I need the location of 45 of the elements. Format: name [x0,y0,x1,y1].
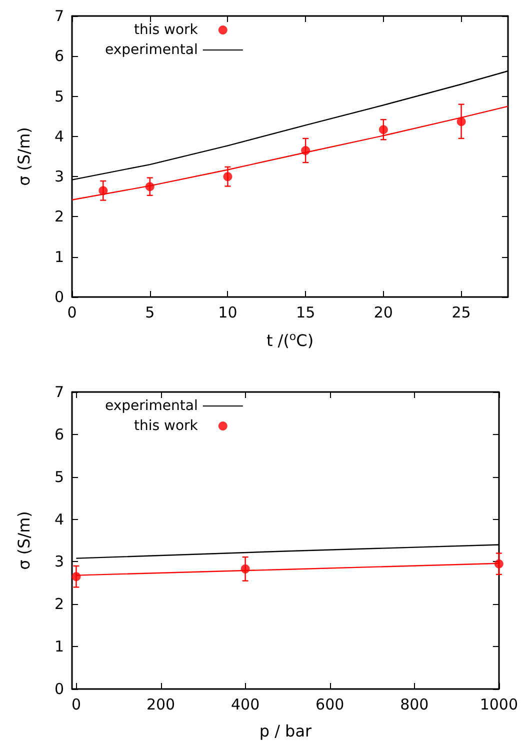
x-tick-label: 5 [145,304,155,322]
x-axis-title: p / bar [259,722,312,740]
point [456,117,466,126]
point [240,564,250,574]
point [223,172,232,182]
point [98,186,108,196]
x-tick-label: 0 [67,304,77,322]
x-tick-label: 600 [316,696,344,714]
y-axis-title: σ (S/m) [14,511,34,570]
x-tick-label: 400 [230,696,260,714]
point [378,125,388,134]
x-tick-label: 200 [146,696,176,714]
legend-label: this work [134,418,199,434]
y-tick-label: 2 [54,208,64,226]
point [301,146,310,155]
point [72,572,81,582]
y-tick-label: 3 [54,168,64,186]
y-tick-label: 1 [54,248,64,266]
y-tick-label: 7 [54,383,64,401]
x-tick-label: 10 [218,304,238,322]
y-tick-label: 5 [54,468,64,486]
y-tick-label: 1 [54,638,64,656]
y-tick-label: 7 [54,7,64,25]
legend-label: experimental [104,398,198,414]
legend-label: experimental [104,42,198,58]
x-tick-label: 0 [71,696,81,714]
y-tick-label: 6 [54,425,64,444]
y-tick-label: 2 [54,595,64,614]
x-tick-label: 25 [452,304,471,322]
y-axis-title: σ (S/m) [14,127,34,186]
x-tick-label: 15 [296,304,316,322]
y-tick-label: 5 [54,87,64,106]
y-tick-label: 0 [54,680,64,698]
x-tick-label: 1000 [480,696,518,714]
point [494,559,504,568]
y-tick-label: 3 [54,552,64,571]
y-tick-label: 6 [54,47,64,66]
legend-label: this work [134,22,199,38]
x-tick-label: 800 [400,696,429,714]
x-tick-label: 20 [374,304,393,322]
line-series [71,106,509,200]
y-tick-label: 0 [54,288,64,306]
y-tick-label: 4 [54,127,64,146]
point [145,182,154,192]
y-tick-label: 4 [54,510,64,528]
